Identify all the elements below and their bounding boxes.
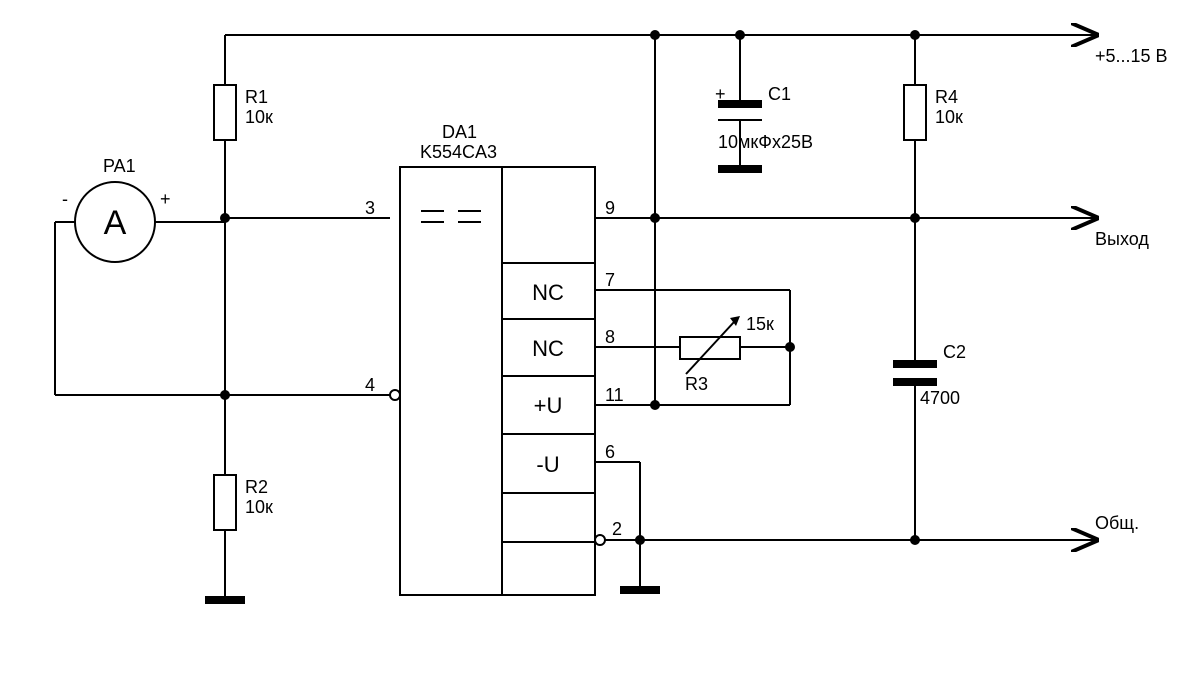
pin3-label: 3 [365, 198, 375, 218]
supply-label: +5...15 В [1095, 46, 1168, 66]
pin6-label: 6 [605, 442, 615, 462]
ic-symbol [421, 211, 481, 222]
r4-ref: R4 [935, 87, 958, 107]
ic-type: K554CA3 [420, 142, 497, 162]
c1-ref: C1 [768, 84, 791, 104]
c1: + C1 10мкФх25В [715, 30, 813, 173]
ammeter-minus: - [62, 189, 68, 209]
r4-val: 10к [935, 107, 963, 127]
ammeter-letter: A [104, 204, 127, 242]
c2-plate1 [893, 360, 937, 368]
schematic: +5...15 В R1 10к A PA1 - + 3 4 R2 10к DA… [0, 0, 1186, 675]
c1-val: 10мкФх25В [718, 132, 813, 152]
ic-nc1: NC [532, 280, 564, 305]
ic-ref: DA1 [442, 122, 477, 142]
c2-val: 4700 [920, 388, 960, 408]
pin2-label: 2 [612, 519, 622, 539]
r3-val: 15к [746, 314, 774, 334]
r1-val: 10к [245, 107, 273, 127]
ic-body [400, 167, 595, 595]
pin9-label: 9 [605, 198, 615, 218]
ammeter-plus: + [160, 189, 171, 209]
pin4-label: 4 [365, 375, 375, 395]
c1-plus: + [715, 84, 726, 104]
ammeter-ref: PA1 [103, 156, 136, 176]
ic-nc2: NC [532, 336, 564, 361]
r4-body [904, 85, 926, 140]
r2-body [214, 475, 236, 530]
r2-val: 10к [245, 497, 273, 517]
pin7-label: 7 [605, 270, 615, 290]
pin4-bubble [390, 390, 400, 400]
r1-ref: R1 [245, 87, 268, 107]
pin8-label: 8 [605, 327, 615, 347]
c2-plate2 [893, 378, 937, 386]
ic-nu: -U [536, 452, 559, 477]
r3-ref: R3 [685, 374, 708, 394]
r1-body [214, 85, 236, 140]
output-label: Выход [1095, 229, 1149, 249]
ic-pu: +U [534, 393, 563, 418]
ground-label: Общ. [1095, 513, 1139, 533]
pin11-label: 11 [605, 385, 624, 405]
c2-ref: C2 [943, 342, 966, 362]
r2-ref: R2 [245, 477, 268, 497]
pin2-bubble [595, 535, 605, 545]
